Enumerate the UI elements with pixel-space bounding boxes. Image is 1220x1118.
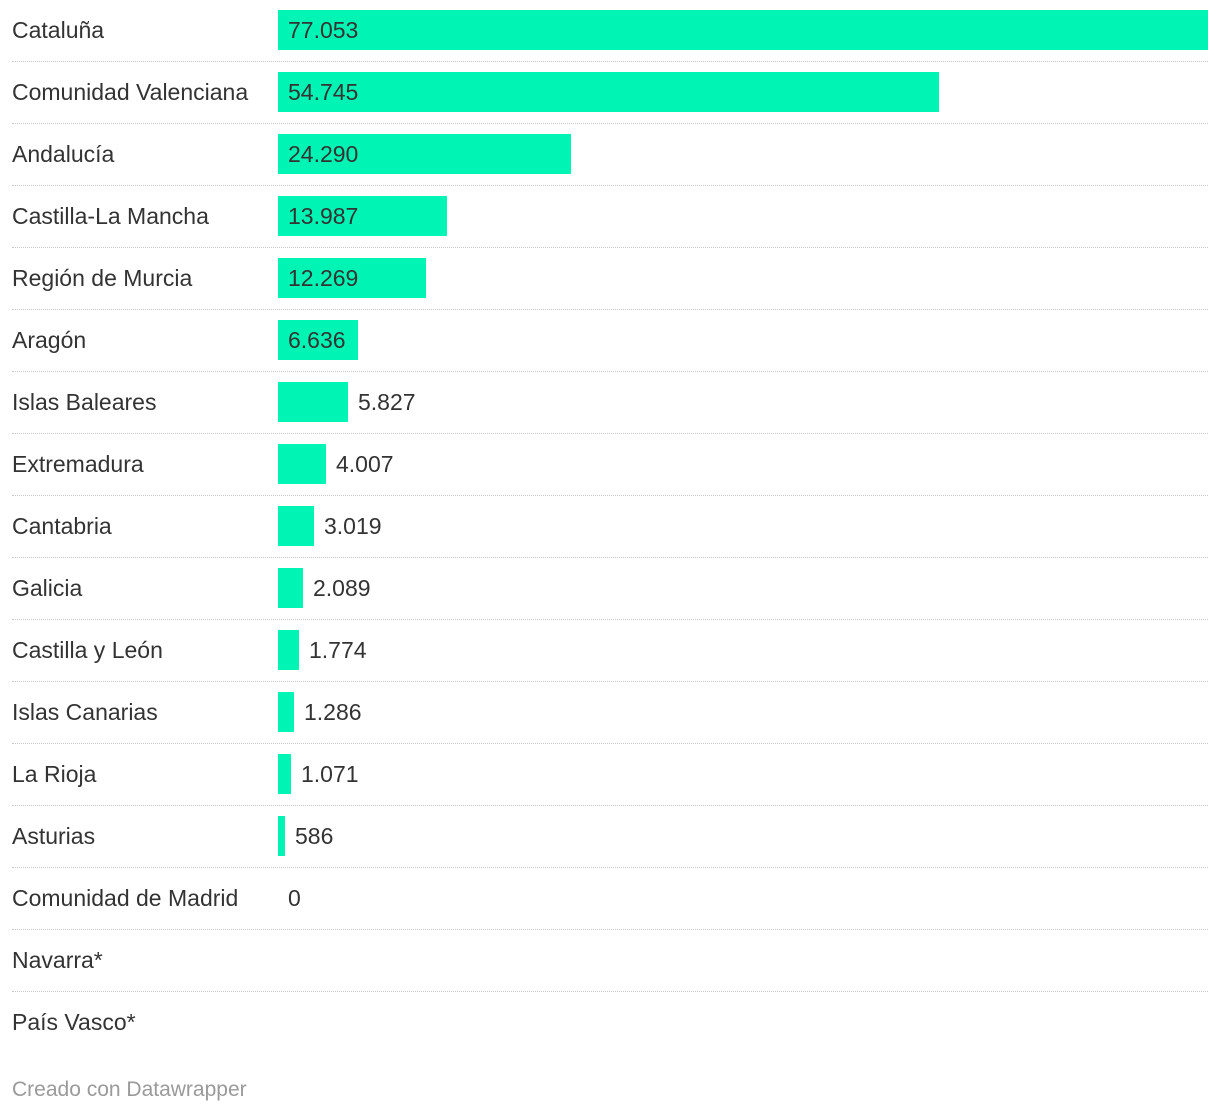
bar-row-castilla-y-leon: Castilla y León 1.774	[12, 620, 1208, 682]
category-label: Castilla y León	[12, 637, 163, 663]
category-label: Galicia	[12, 575, 83, 601]
value-label: 4.007	[336, 451, 394, 477]
value-label: 13.987	[288, 203, 359, 229]
category-label: Cantabria	[12, 513, 112, 539]
row-divider	[12, 805, 1208, 806]
category-label: Islas Baleares	[12, 389, 157, 415]
row-divider	[12, 681, 1208, 682]
bar-row-asturias: Asturias 586	[12, 806, 1208, 868]
bar	[278, 630, 299, 670]
value-label: 2.089	[313, 575, 371, 601]
category-label: Navarra*	[12, 947, 103, 973]
category-label: Islas Canarias	[12, 699, 158, 725]
category-label: Castilla-La Mancha	[12, 203, 209, 229]
value-label: 1.286	[304, 699, 362, 725]
bar-row-region-de-murcia: Región de Murcia 12.269	[12, 248, 1208, 310]
bar	[278, 692, 294, 732]
value-label: 54.745	[288, 79, 359, 105]
row-divider	[12, 185, 1208, 186]
bar-row-cantabria: Cantabria 3.019	[12, 496, 1208, 558]
row-divider	[12, 929, 1208, 930]
value-label: 586	[295, 823, 334, 849]
value-label: 24.290	[288, 141, 359, 167]
bar	[278, 258, 426, 298]
bar-row-andalucia: Andalucía 24.290	[12, 124, 1208, 186]
value-label: 3.019	[324, 513, 382, 539]
bar-row-castilla-la-mancha: Castilla-La Mancha 13.987	[12, 186, 1208, 248]
category-label: Andalucía	[12, 141, 115, 167]
category-label: País Vasco*	[12, 1009, 136, 1035]
row-divider	[12, 743, 1208, 744]
category-label: Región de Murcia	[12, 265, 193, 291]
category-label: Cataluña	[12, 17, 105, 43]
bar-row-pais-vasco: País Vasco*	[12, 992, 1208, 1054]
datawrapper-credit[interactable]: Creado con Datawrapper	[12, 1078, 247, 1101]
bar	[278, 72, 939, 112]
row-divider	[12, 371, 1208, 372]
row-divider	[12, 495, 1208, 496]
value-label: 5.827	[358, 389, 416, 415]
category-label: Comunidad Valenciana	[12, 79, 249, 105]
value-label: 1.774	[309, 637, 367, 663]
category-label: Extremadura	[12, 451, 144, 477]
row-divider	[12, 61, 1208, 62]
row-divider	[12, 123, 1208, 124]
bar-row-comunidad-de-madrid: Comunidad de Madrid 0	[12, 868, 1208, 930]
bar	[278, 320, 358, 360]
bar-row-la-rioja: La Rioja 1.071	[12, 744, 1208, 806]
bar	[278, 568, 303, 608]
bar	[278, 444, 326, 484]
bar-row-extremadura: Extremadura 4.007	[12, 434, 1208, 496]
value-label: 0	[288, 885, 301, 911]
row-divider	[12, 619, 1208, 620]
bar-row-navarra: Navarra*	[12, 930, 1208, 992]
bar	[278, 754, 291, 794]
category-label: Comunidad de Madrid	[12, 885, 239, 911]
value-label: 1.071	[301, 761, 359, 787]
bar-chart: Cataluña 77.053 Comunidad Valenciana 54.745…	[12, 0, 1208, 1054]
row-divider	[12, 557, 1208, 558]
category-label: La Rioja	[12, 761, 97, 787]
bar-row-islas-baleares: Islas Baleares 5.827	[12, 372, 1208, 434]
bar	[278, 134, 571, 174]
row-divider	[12, 309, 1208, 310]
bar-row-islas-canarias: Islas Canarias 1.286	[12, 682, 1208, 744]
bar	[278, 506, 314, 546]
value-label: 6.636	[288, 327, 346, 353]
category-label: Asturias	[12, 823, 96, 849]
value-label: 77.053	[288, 17, 359, 43]
row-divider	[12, 867, 1208, 868]
bar	[278, 816, 285, 856]
bar	[278, 10, 1208, 50]
bar	[278, 196, 447, 236]
category-label: Aragón	[12, 327, 87, 353]
row-divider	[12, 433, 1208, 434]
row-divider	[12, 247, 1208, 248]
row-divider	[12, 991, 1208, 992]
bar-row-aragon: Aragón 6.636	[12, 310, 1208, 372]
bar-row-galicia: Galicia 2.089	[12, 558, 1208, 620]
bar	[278, 382, 348, 422]
bar-row-comunidad-valenciana: Comunidad Valenciana 54.745	[12, 62, 1208, 124]
value-label: 12.269	[288, 265, 359, 291]
bar-row-cataluna: Cataluña 77.053	[12, 0, 1208, 62]
